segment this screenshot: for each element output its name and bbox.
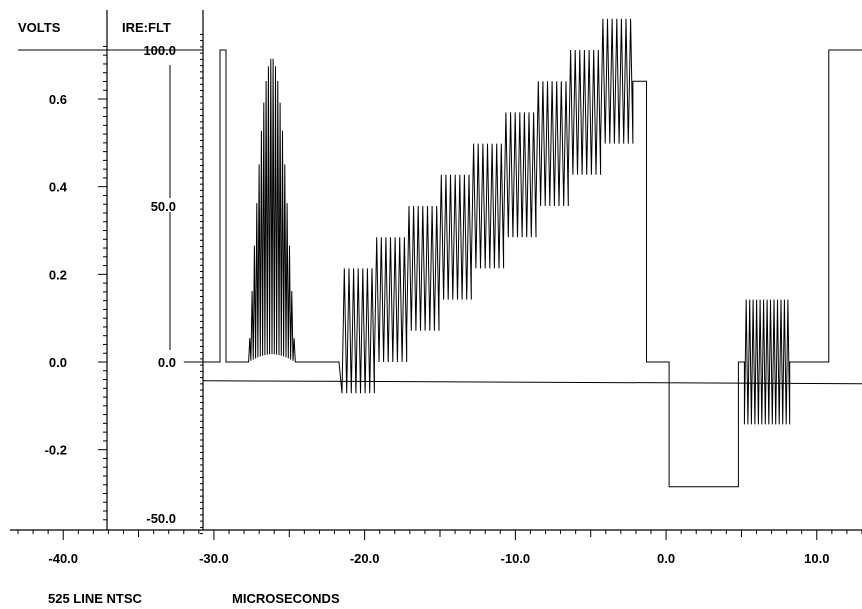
waveform-series [183,18,862,488]
volts-tick-label: 0.4 [49,180,68,195]
ire-tick-label: 50.0 [151,199,176,214]
x-tick-label: -40.0 [48,551,78,566]
x-tick-label: 10.0 [804,551,829,566]
x-tick-label: -20.0 [350,551,380,566]
axes [10,10,862,540]
volts-tick-label: -0.2 [45,443,67,458]
ire-tick-label: 0.0 [158,355,176,370]
x-axis-label: MICROSECONDS [232,591,340,606]
volts-tick-label: 0.6 [49,92,67,107]
reference-line [202,380,862,385]
volts-axis-label: VOLTS [18,20,61,35]
volts-tick-label: 0.2 [49,267,67,282]
standard-label: 525 LINE NTSC [48,591,143,606]
volts-tick-label: 0.0 [49,355,67,370]
ire-axis-label: IRE:FLT [122,20,171,35]
waveform-trace [183,18,862,488]
ire-tick-label: -50.0 [146,511,176,526]
x-tick-label: -30.0 [199,551,229,566]
tick-labels: -40.0 -30.0 -20.0 -10.0 0.0 10.0 0.6 0.4 0.2 0.0 -… [45,43,830,566]
ire-tick-label: 100.0 [143,43,176,58]
x-tick-label: -10.0 [501,551,531,566]
x-tick-label: 0.0 [657,551,675,566]
